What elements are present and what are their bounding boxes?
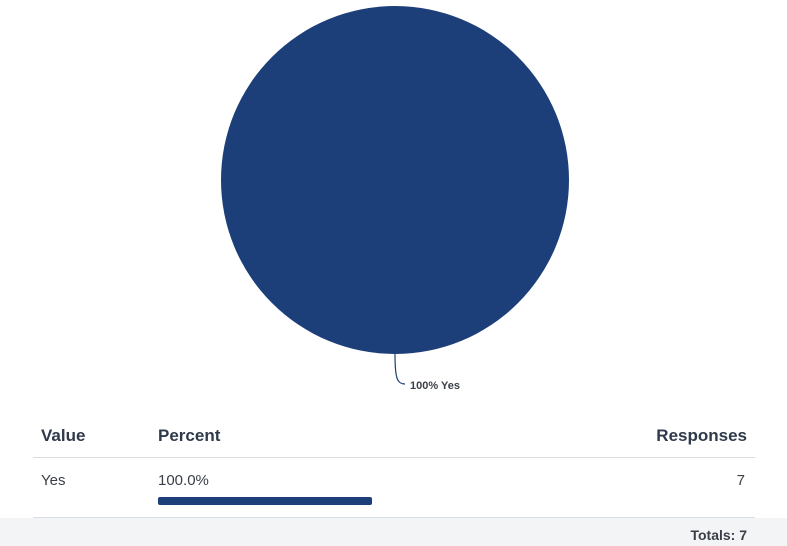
percent-bar bbox=[158, 497, 372, 505]
row-responses: 7 bbox=[736, 472, 745, 489]
slice-leader-line bbox=[394, 353, 406, 385]
summary-table: Value Percent Responses Yes 100.0% 7 bbox=[33, 412, 755, 518]
totals-label: Totals: 7 bbox=[690, 527, 747, 543]
header-value: Value bbox=[41, 426, 86, 445]
header-responses: Responses bbox=[656, 426, 747, 445]
table-row: Yes 100.0% 7 bbox=[33, 458, 755, 518]
header-percent: Percent bbox=[158, 426, 221, 445]
table-header-row: Value Percent Responses bbox=[33, 412, 755, 458]
row-value: Yes bbox=[41, 472, 66, 489]
pie-slice-yes[interactable] bbox=[221, 6, 569, 354]
totals-band bbox=[0, 518, 787, 546]
percent-bar-fill bbox=[158, 497, 372, 505]
row-percent: 100.0% bbox=[158, 472, 209, 489]
slice-label: 100% Yes bbox=[410, 380, 460, 392]
pie-chart: 100% Yes bbox=[221, 6, 569, 392]
pie-chart-svg: 100% Yes bbox=[221, 6, 569, 392]
